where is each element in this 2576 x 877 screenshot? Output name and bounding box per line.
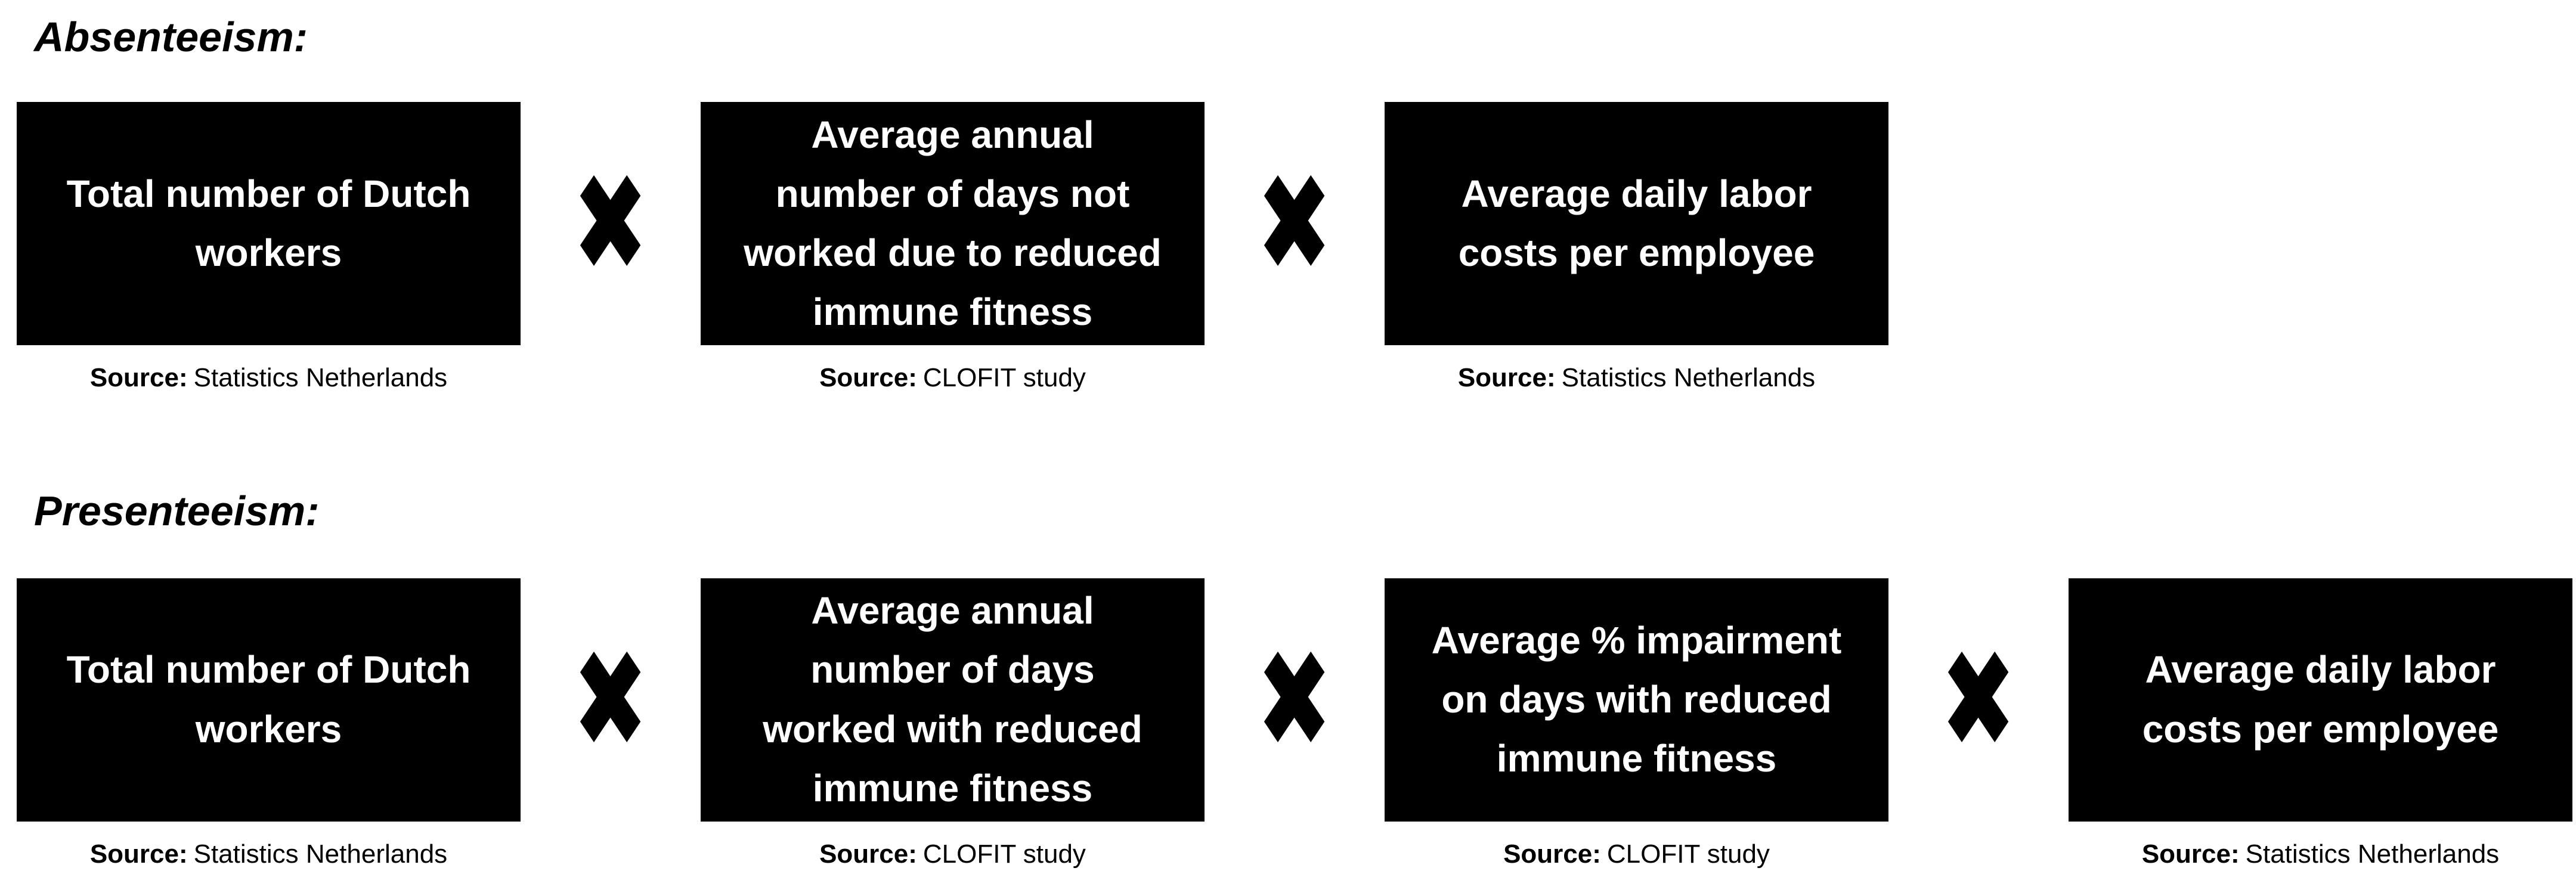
source-caption: Source: CLOFIT study xyxy=(701,839,1205,870)
multiply-operator: ✖ xyxy=(1205,578,1385,822)
factor-cell-days-worked-reduced: Average annual number of days worked wit… xyxy=(701,578,1205,870)
factor-cell-daily-labor-costs: Average daily labor costs per employee S… xyxy=(1385,102,1888,393)
source-label: Source: xyxy=(1457,363,1556,392)
multiply-operator: ✖ xyxy=(1205,102,1385,345)
source-value: Statistics Netherlands xyxy=(2245,839,2500,869)
source-label: Source: xyxy=(89,363,188,392)
factor-line: Total number of Dutch xyxy=(66,172,471,215)
factor-line: worked with reduced xyxy=(763,707,1143,751)
source-caption: Source: CLOFIT study xyxy=(701,363,1205,393)
presenteeism-heading: Presenteeism: xyxy=(34,487,320,534)
source-label: Source: xyxy=(819,839,917,869)
factor-line: workers xyxy=(195,231,342,274)
source-label: Source: xyxy=(1503,839,1601,869)
multiply-icon: ✖ xyxy=(1256,620,1333,779)
absenteeism-formula-row: Total number of Dutch workers Source: Sta… xyxy=(0,102,2576,393)
factor-line: immune fitness xyxy=(812,290,1093,334)
factor-cell-total-dutch-workers: Total number of Dutch workers Source: Sta… xyxy=(17,102,521,393)
multiply-operator: ✖ xyxy=(521,102,701,345)
factor-line: costs per employee xyxy=(1458,231,1815,274)
source-caption: Source: Statistics Netherlands xyxy=(17,363,521,393)
factor-line: costs per employee xyxy=(2142,707,2499,751)
source-label: Source: xyxy=(2141,839,2240,869)
factor-line: Average annual xyxy=(811,113,1094,156)
source-label: Source: xyxy=(819,363,917,392)
factor-line: immune fitness xyxy=(812,766,1093,810)
presenteeism-formula-row: Total number of Dutch workers Source: Sta… xyxy=(0,578,2576,870)
factor-box-total-dutch-workers: Total number of Dutch workers xyxy=(17,102,521,345)
source-value: Statistics Netherlands xyxy=(1561,363,1816,392)
factor-line: on days with reduced xyxy=(1441,678,1832,721)
factor-cell-total-dutch-workers: Total number of Dutch workers Source: Sta… xyxy=(17,578,521,870)
factor-line: Average % impairment xyxy=(1431,618,1842,662)
factor-cell-days-not-worked: Average annual number of days not worked… xyxy=(701,102,1205,393)
absenteeism-heading: Absenteeism: xyxy=(34,14,308,60)
factor-line: immune fitness xyxy=(1496,737,1777,780)
factor-cell-percent-impairment: Average % impairment on days with reduce… xyxy=(1385,578,1888,870)
multiply-operator: ✖ xyxy=(1888,578,2069,822)
multiply-icon: ✖ xyxy=(1940,620,2017,779)
factor-box-daily-labor-costs: Average daily labor costs per employee xyxy=(1385,102,1888,345)
factor-box-total-dutch-workers: Total number of Dutch workers xyxy=(17,578,521,822)
factor-box-daily-labor-costs: Average daily labor costs per employee xyxy=(2069,578,2572,822)
multiply-operator: ✖ xyxy=(521,578,701,822)
source-value: CLOFIT study xyxy=(1606,839,1770,869)
factor-line: worked due to reduced xyxy=(744,231,1162,274)
source-caption: Source: Statistics Netherlands xyxy=(2069,839,2572,870)
factor-box-days-not-worked: Average annual number of days not worked… xyxy=(701,102,1205,345)
source-caption: Source: Statistics Netherlands xyxy=(17,839,521,870)
multiply-icon: ✖ xyxy=(572,144,649,302)
multiply-icon: ✖ xyxy=(572,620,649,779)
source-value: CLOFIT study xyxy=(922,363,1086,392)
factor-line: number of days xyxy=(810,648,1095,692)
factor-line: workers xyxy=(195,707,342,751)
factor-box-days-worked-reduced: Average annual number of days worked wit… xyxy=(701,578,1205,822)
source-value: Statistics Netherlands xyxy=(193,839,448,869)
factor-line: number of days not xyxy=(775,172,1130,215)
source-caption: Source: CLOFIT study xyxy=(1385,839,1888,870)
factor-line: Total number of Dutch xyxy=(66,648,471,692)
factor-line: Average daily labor xyxy=(1461,172,1812,215)
factor-box-percent-impairment: Average % impairment on days with reduce… xyxy=(1385,578,1888,822)
multiply-icon: ✖ xyxy=(1256,144,1333,302)
source-value: CLOFIT study xyxy=(922,839,1086,869)
source-value: Statistics Netherlands xyxy=(193,363,448,392)
presenteeism-section: Presenteeism: Total number of Dutch work… xyxy=(0,486,2576,870)
factor-line: Average daily labor xyxy=(2145,648,2496,692)
absenteeism-section: Absenteeism: Total number of Dutch worke… xyxy=(0,12,2576,393)
source-caption: Source: Statistics Netherlands xyxy=(1385,363,1888,393)
factor-cell-daily-labor-costs: Average daily labor costs per employee S… xyxy=(2069,578,2572,870)
source-label: Source: xyxy=(89,839,188,869)
factor-line: Average annual xyxy=(811,589,1094,633)
